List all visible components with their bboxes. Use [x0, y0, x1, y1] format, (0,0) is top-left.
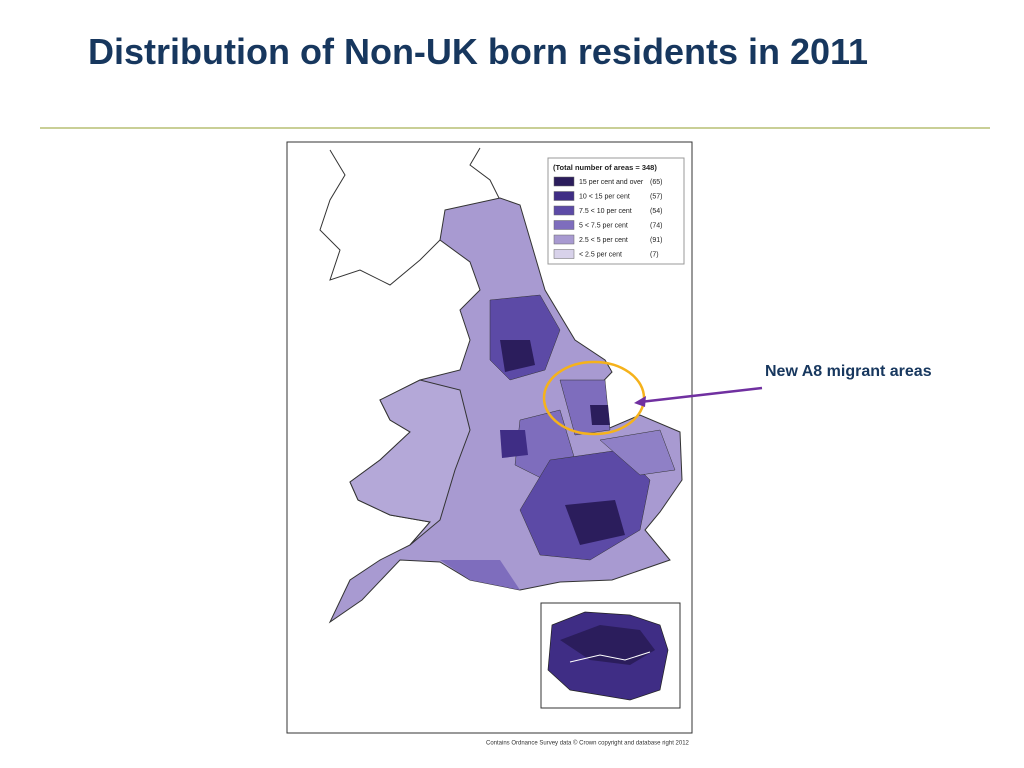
legend-label: 15 per cent and over — [579, 179, 644, 186]
region-manchester — [500, 340, 535, 372]
annotation-arrow — [639, 386, 763, 404]
title-rule — [40, 127, 990, 129]
legend-count: (57) — [650, 193, 662, 200]
legend-count: (65) — [650, 179, 662, 186]
slide-title: Distribution of Non-UK born residents in… — [88, 31, 869, 72]
legend-label: < 2.5 per cent — [579, 251, 622, 258]
region-southwest — [440, 560, 520, 590]
thames — [569, 651, 651, 663]
region-east — [599, 429, 676, 476]
legend-swatch — [553, 205, 575, 216]
legend-label: 7.5 < 10 per cent — [579, 208, 632, 215]
legend-count: (91) — [650, 237, 662, 244]
london-inner — [560, 625, 655, 665]
legend-label: 5 < 7.5 per cent — [579, 222, 628, 229]
legend-title: (Total number of areas = 348) — [553, 163, 657, 172]
credit: Contains Ordnance Survey data © Crown co… — [486, 740, 690, 747]
scotland-outline — [319, 147, 501, 286]
legend-count: (74) — [650, 222, 662, 229]
legend-swatch — [553, 249, 575, 259]
region-birmingham — [500, 430, 528, 458]
legend-swatch — [553, 176, 575, 187]
wales — [349, 379, 471, 546]
legend-count: (54) — [650, 208, 662, 215]
arrow-head — [634, 396, 646, 407]
legend-swatch — [553, 220, 575, 230]
legend-swatch — [553, 234, 575, 245]
legend-label: 10 < 15 per cent — [579, 193, 630, 200]
region-boston — [590, 405, 610, 425]
region-london — [565, 500, 625, 545]
legend-label: 2.5 < 5 per cent — [579, 237, 628, 244]
legend-count: (7) — [650, 251, 659, 258]
legend-items: 15 per cent and over (65) 10 < 15 per cent… — [553, 176, 662, 259]
annotation: New A8 migrant areas — [765, 363, 932, 380]
legend-swatch — [553, 191, 575, 201]
